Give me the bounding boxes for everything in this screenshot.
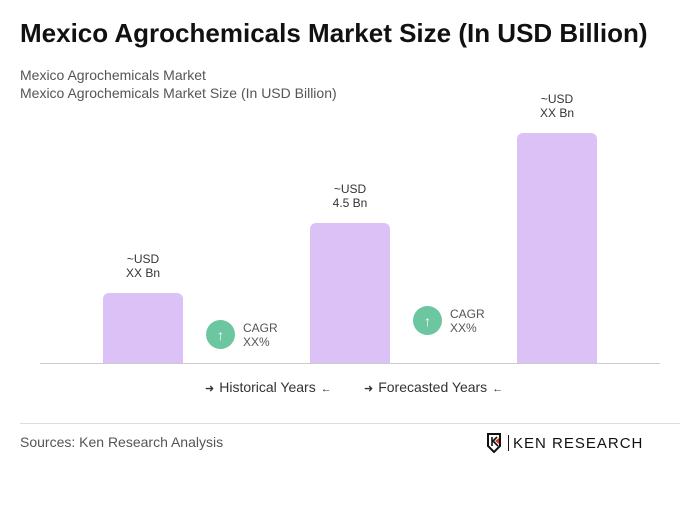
arrow-left-icon: ← — [320, 383, 332, 395]
legend-label: Historical Years — [219, 379, 316, 395]
ken-research-logo: KEN RESEARCH — [486, 433, 643, 453]
cagr-label: CAGR — [243, 320, 278, 335]
data-label: ~USD 4.5 Bn — [332, 182, 368, 210]
cagr-badge-1: ↑ CAGR XX% — [206, 320, 278, 349]
subtitle-2: Mexico Agrochemicals Market Size (In USD… — [20, 85, 337, 101]
legend-historical: ➜ Historical Years ← — [200, 379, 337, 395]
cagr-value: XX% — [450, 320, 477, 335]
cagr-value: XX% — [243, 334, 270, 349]
arrow-up-icon: ↑ — [206, 320, 235, 349]
subtitle: Mexico Agrochemicals Market — [20, 67, 206, 83]
logo-shield-icon — [487, 433, 501, 453]
page-title: Mexico Agrochemicals Market Size (In USD… — [20, 18, 648, 48]
arrow-right-icon: ➜ — [205, 383, 215, 395]
bar — [310, 223, 390, 363]
divider — [20, 423, 680, 424]
arrow-right-icon: ➜ — [364, 383, 374, 395]
data-label: ~USD XX Bn — [125, 252, 161, 280]
legend-forecasted: ➜ Forecasted Years ← — [359, 379, 508, 395]
logo-text: KEN RESEARCH — [513, 434, 644, 452]
x-axis — [40, 363, 660, 364]
arrow-left-icon: ← — [492, 383, 504, 395]
bar — [103, 293, 183, 363]
sources: Sources: Ken Research Analysis — [20, 434, 224, 450]
cagr-badge-2: ↑ CAGR XX% — [413, 306, 485, 335]
legend-label: Forecasted Years — [378, 379, 488, 395]
bar — [517, 132, 597, 363]
cagr-label: CAGR — [450, 306, 485, 321]
data-label: ~USD XX Bn — [539, 91, 575, 120]
arrow-up-icon: ↑ — [413, 306, 442, 335]
